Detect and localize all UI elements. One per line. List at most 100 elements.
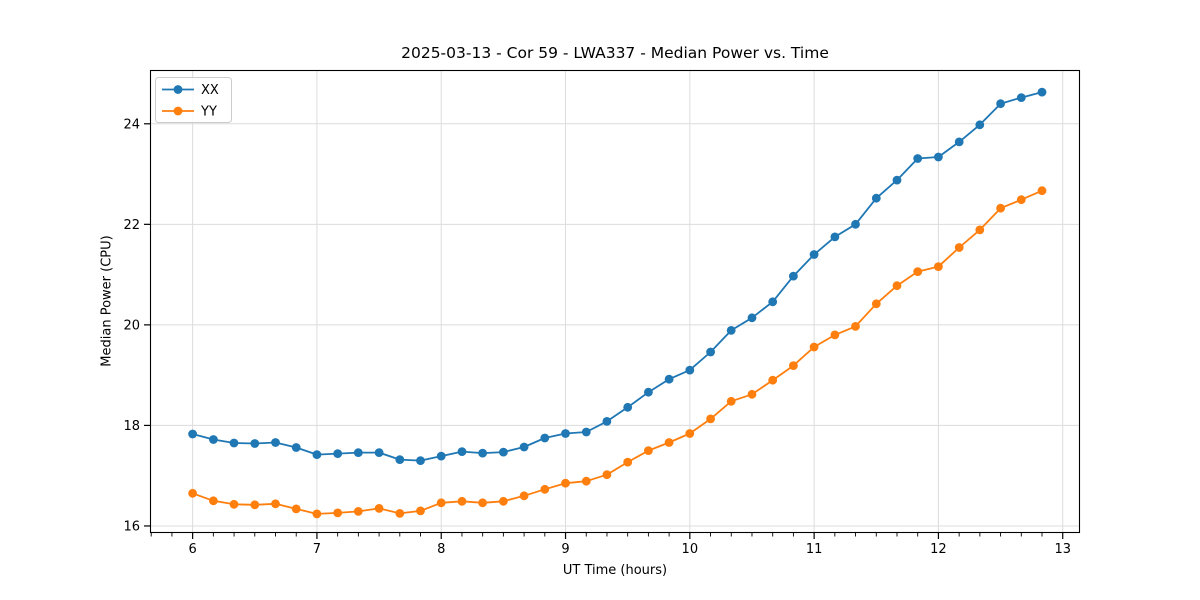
axis-ticks: 6 7 8 9 10 11 12 13 16 18 20 22 24: [123, 117, 1071, 557]
data-point-yy: [581, 476, 591, 486]
data-point-xx: [416, 456, 425, 465]
series-yy: [188, 186, 1047, 519]
data-point-xx: [623, 402, 633, 412]
legend-label-yy: YY: [200, 105, 217, 120]
data-point-xx: [871, 193, 881, 203]
axes-spines: [149, 69, 1081, 534]
data-point-yy: [975, 225, 985, 235]
data-point-yy: [851, 322, 860, 331]
data-point-yy: [436, 498, 446, 508]
data-point-yy: [664, 438, 674, 447]
data-point-xx: [353, 448, 363, 457]
data-point-xx: [436, 451, 446, 461]
data-point-xx: [851, 219, 860, 229]
data-point-xx: [830, 232, 840, 242]
data-point-xx: [478, 448, 487, 458]
y-tick-label: 18: [123, 419, 140, 434]
data-point-yy: [499, 496, 508, 506]
data-point-yy: [188, 488, 198, 498]
data-point-xx: [395, 455, 405, 464]
data-point-xx: [540, 433, 550, 443]
x-tick-label: 8: [437, 542, 445, 557]
data-point-yy: [789, 361, 798, 370]
data-point-xx: [664, 374, 674, 384]
data-point-xx: [457, 447, 467, 456]
series-line-yy: [192, 189, 1043, 515]
legend-frame: [155, 77, 232, 123]
data-point-yy: [353, 507, 363, 516]
data-point-yy: [291, 504, 301, 514]
data-point-yy: [871, 299, 881, 309]
data-point-xx: [312, 450, 322, 459]
data-point-xx: [209, 435, 218, 444]
data-point-yy: [457, 496, 467, 506]
data-point-xx: [229, 438, 239, 448]
data-point-yy: [209, 496, 218, 506]
data-point-xx: [333, 449, 343, 458]
data-point-yy: [726, 396, 736, 406]
data-point-yy: [540, 484, 550, 494]
x-tick-label: 9: [561, 542, 569, 557]
y-tick-label: 16: [123, 519, 140, 534]
x-axis-label: UT Time (hours): [562, 563, 668, 578]
data-point-yy: [561, 478, 570, 488]
data-point-xx: [954, 137, 964, 147]
data-point-yy: [1037, 186, 1047, 196]
x-tick-label: 11: [806, 542, 823, 557]
data-point-yy: [1016, 195, 1026, 205]
legend-marker-yy: [173, 106, 183, 116]
data-point-xx: [1037, 87, 1047, 97]
data-point-yy: [644, 446, 653, 455]
data-point-xx: [291, 443, 301, 452]
data-point-yy: [271, 499, 280, 509]
data-point-xx: [913, 154, 923, 163]
data-point-yy: [312, 509, 322, 519]
data-point-xx: [271, 438, 280, 447]
data-point-xx: [188, 429, 198, 439]
data-point-xx: [809, 250, 819, 259]
data-point-yy: [229, 499, 239, 509]
x-tick-label: 6: [188, 542, 196, 557]
data-point-yy: [250, 500, 260, 510]
data-point-yy: [374, 504, 384, 513]
data-point-yy: [623, 457, 633, 467]
data-point-xx: [768, 297, 778, 307]
data-point-xx: [996, 99, 1005, 109]
data-point-xx: [519, 442, 529, 452]
data-point-yy: [768, 375, 778, 385]
data-point-yy: [478, 498, 487, 508]
data-point-yy: [333, 508, 343, 518]
data-point-yy: [602, 470, 612, 480]
series-line-xx: [192, 91, 1043, 462]
data-point-xx: [747, 313, 757, 323]
data-point-xx: [1016, 93, 1026, 102]
x-tick-label: 13: [1054, 542, 1071, 557]
data-point-yy: [747, 389, 757, 399]
data-point-xx: [975, 120, 985, 130]
data-point-xx: [561, 429, 570, 438]
data-point-xx: [374, 448, 384, 457]
y-tick-label: 22: [123, 218, 140, 233]
data-point-yy: [954, 243, 964, 252]
chart-title: 2025-03-13 - Cor 59 - LWA337 - Median Po…: [401, 44, 829, 62]
data-point-yy: [830, 330, 840, 340]
y-tick-label: 24: [123, 117, 140, 132]
data-point-yy: [809, 342, 819, 352]
data-point-xx: [581, 427, 591, 437]
data-point-yy: [395, 509, 405, 518]
data-point-yy: [913, 267, 923, 276]
data-point-yy: [892, 281, 902, 291]
data-point-yy: [934, 262, 943, 271]
series-xx: [188, 87, 1047, 465]
data-point-xx: [789, 271, 798, 281]
data-point-xx: [499, 447, 508, 457]
y-tick-label: 20: [123, 318, 140, 333]
legend-label-xx: XX: [201, 83, 219, 98]
data-point-yy: [706, 414, 715, 424]
data-point-xx: [644, 387, 653, 397]
data-point-xx: [726, 326, 736, 335]
data-point-yy: [416, 506, 425, 516]
data-point-xx: [250, 439, 260, 448]
x-tick-label: 10: [682, 542, 699, 557]
